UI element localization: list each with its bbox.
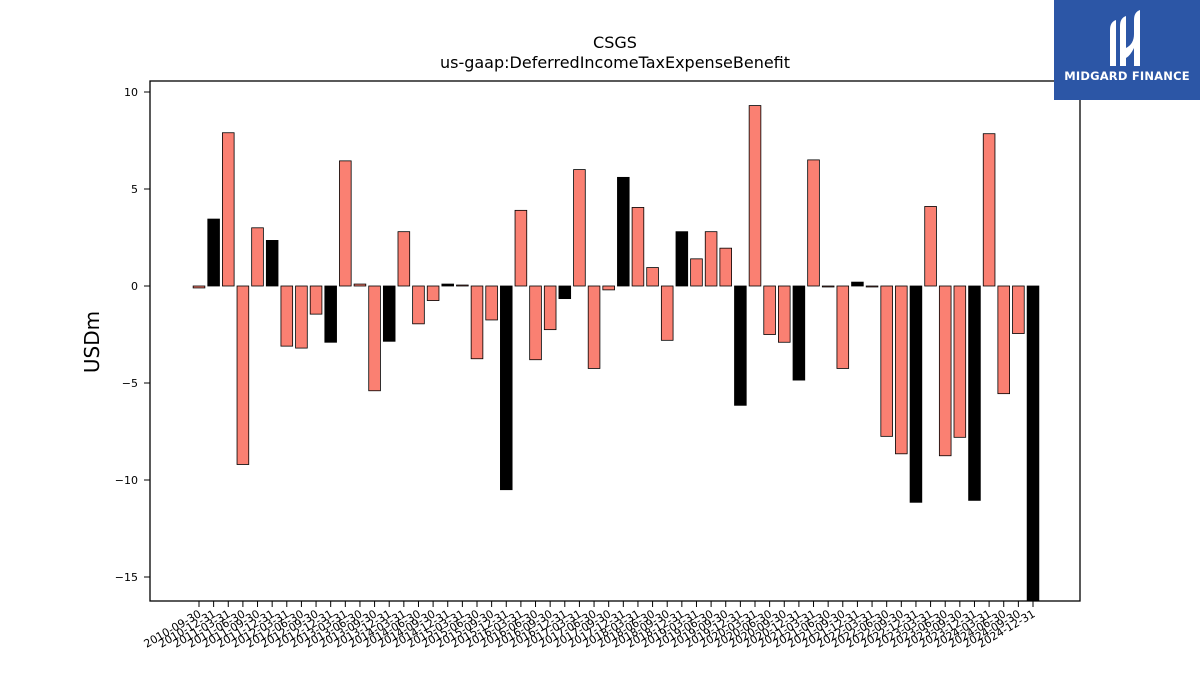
bar-2018-12-31 [675, 231, 689, 287]
bar-2016-09-30 [543, 285, 557, 331]
plot-frame [149, 80, 1081, 602]
bar-2015-09-30 [485, 285, 498, 321]
bar-2013-06-30 [353, 283, 367, 287]
bar-2023-03-31 [924, 206, 937, 287]
bar-2010-12-31 [207, 218, 220, 287]
bar-2012-03-31 [280, 285, 294, 347]
bar-2017-03-31 [573, 169, 586, 287]
bar-2019-06-30 [704, 231, 718, 287]
bar-2020-09-30 [778, 285, 791, 343]
bar-2011-12-31 [265, 240, 279, 287]
bar-2023-09-30 [953, 285, 967, 438]
bar-2016-12-31 [558, 285, 572, 300]
bar-2018-09-30 [660, 285, 674, 341]
bar-2022-03-31 [865, 285, 879, 288]
bar-2014-06-30 [412, 285, 425, 325]
bars-group [192, 105, 1040, 601]
bar-2024-09-30 [1012, 285, 1025, 334]
y-tick-label: −10 [115, 474, 138, 487]
bar-2014-12-31 [441, 283, 454, 287]
bar-2013-03-31 [339, 160, 352, 287]
y-tick-label: 10 [124, 86, 138, 99]
bar-2011-03-31 [222, 132, 235, 287]
bar-2016-06-30 [529, 285, 542, 361]
bar-2024-12-31 [1026, 285, 1040, 601]
bar-2017-09-30 [602, 285, 615, 291]
bar-2022-06-30 [880, 285, 893, 437]
bar-2023-06-30 [938, 285, 952, 457]
bar-2012-12-31 [324, 285, 337, 343]
y-tick-label: 0 [131, 280, 138, 293]
brand-logo: MIDGARD FINANCE [1054, 0, 1200, 100]
bar-2019-03-31 [690, 258, 703, 287]
bar-2018-03-31 [631, 207, 645, 287]
bar-2022-12-31 [909, 285, 923, 503]
bar-2017-06-30 [587, 285, 601, 369]
y-axis-ticks: 10 5 0 −5 −10 −15 [115, 86, 150, 584]
x-axis-ticks: 2010-09-302010-12-312011-03-312011-06-30… [142, 601, 1038, 651]
y-axis-label: USDm [80, 311, 104, 373]
bar-2021-03-31 [807, 159, 820, 287]
bar-2012-06-30 [295, 285, 308, 349]
bar-2021-09-30 [836, 285, 850, 369]
bar-2015-03-31 [456, 284, 469, 287]
bar-2014-03-31 [397, 231, 411, 287]
bar-2016-03-31 [514, 209, 528, 287]
bar-2013-09-30 [368, 285, 381, 392]
bar-2015-06-30 [470, 285, 484, 360]
bar-2024-06-30 [997, 285, 1010, 395]
bar-2012-09-30 [309, 285, 323, 315]
bar-2024-03-31 [982, 133, 996, 287]
bar-2020-12-31 [792, 285, 806, 381]
bar-2019-09-30 [719, 247, 732, 287]
chart-title: CSGS [593, 33, 637, 52]
bar-2011-06-30 [236, 285, 250, 465]
midgard-logo-icon [1110, 10, 1140, 66]
bar-2017-12-31 [617, 176, 630, 287]
bar-2020-03-31 [748, 105, 762, 287]
bar-2018-06-30 [646, 267, 659, 287]
brand-name: MIDGARD FINANCE [1064, 69, 1190, 83]
y-tick-label: −5 [122, 377, 138, 390]
bar-2019-12-31 [734, 285, 747, 406]
bar-2020-06-30 [763, 285, 776, 335]
bar-2021-12-31 [851, 281, 864, 287]
y-tick-label: −15 [115, 571, 138, 584]
bar-2022-09-30 [895, 285, 908, 455]
bar-2021-06-30 [821, 285, 835, 288]
bar-2013-12-31 [382, 285, 396, 342]
bar-2010-09-30 [192, 285, 206, 289]
bar-2011-09-30 [251, 227, 264, 287]
chart-subtitle: us-gaap:DeferredIncomeTaxExpenseBenefit [440, 53, 790, 72]
y-tick-label: 5 [131, 183, 138, 196]
bar-2015-12-31 [500, 285, 513, 491]
bar-2014-09-30 [426, 285, 440, 301]
bar-2023-12-31 [968, 285, 981, 501]
